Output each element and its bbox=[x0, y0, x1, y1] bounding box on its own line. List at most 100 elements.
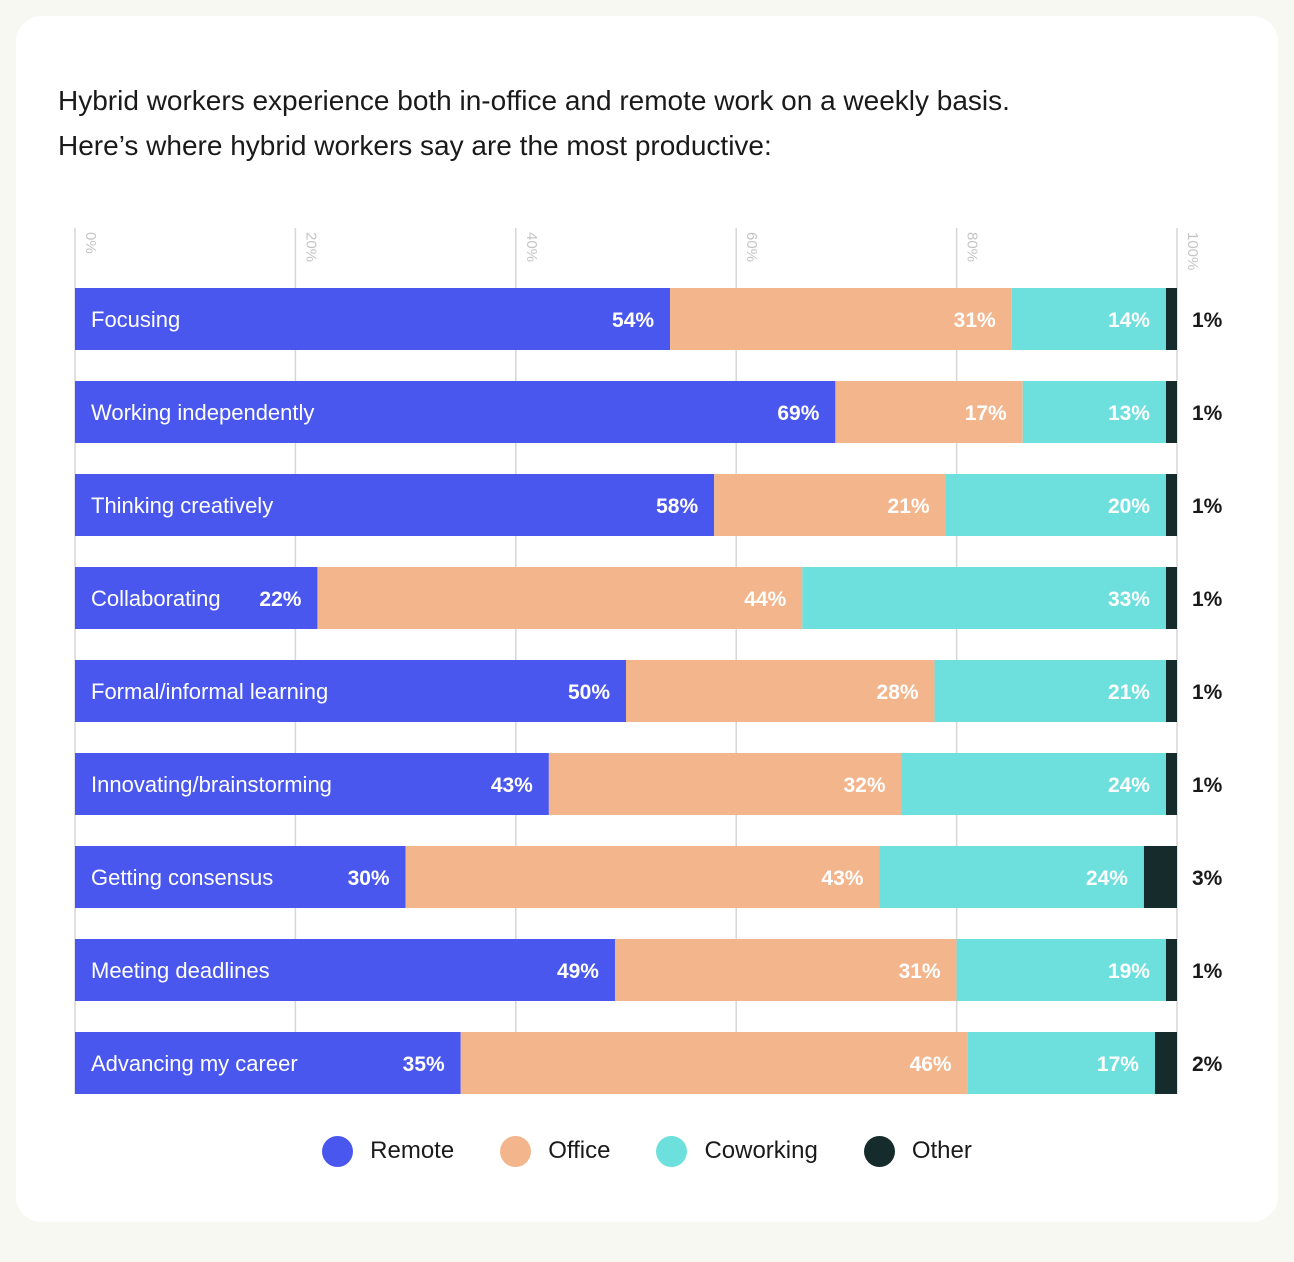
data-label-other: 3% bbox=[1192, 867, 1223, 890]
data-label-other: 1% bbox=[1192, 495, 1223, 518]
data-label-remote: 69% bbox=[777, 402, 819, 425]
bar-segment-other bbox=[1165, 381, 1177, 443]
data-label-coworking: 14% bbox=[1108, 309, 1150, 332]
bar-segment-office bbox=[317, 567, 803, 629]
x-tick-label: 80% bbox=[964, 232, 981, 262]
category-label: Formal/informal learning bbox=[91, 679, 328, 704]
legend-item-remote: Remote bbox=[322, 1135, 455, 1167]
bar-segment-coworking bbox=[901, 753, 1166, 815]
legend-item-office: Office bbox=[500, 1135, 611, 1167]
data-label-coworking: 21% bbox=[1108, 681, 1150, 704]
bar-segment-coworking bbox=[945, 474, 1166, 536]
stacked-bar-chart: 0% 20% 40% 60% 80% 100% 54% 31% 14% 1% Focusing 69%… bbox=[74, 228, 1223, 1094]
category-label: Getting consensus bbox=[91, 865, 273, 890]
data-label-other: 1% bbox=[1192, 402, 1223, 425]
bar-segment-other bbox=[1165, 939, 1177, 1001]
data-label-remote: 30% bbox=[348, 867, 390, 890]
bar-segment-coworking bbox=[1022, 381, 1166, 443]
bar-segment-other bbox=[1154, 1032, 1177, 1094]
legend-label-office: Office bbox=[548, 1137, 611, 1164]
data-label-other: 1% bbox=[1192, 774, 1223, 797]
data-label-office: 21% bbox=[888, 495, 930, 518]
bar-segment-office bbox=[614, 939, 957, 1001]
bar-segment-remote bbox=[75, 660, 626, 722]
bar-segment-coworking bbox=[1011, 288, 1166, 350]
bar-segment-other bbox=[1165, 474, 1177, 536]
data-label-office: 31% bbox=[899, 960, 941, 983]
data-label-remote: 22% bbox=[259, 588, 301, 611]
bar-segment-coworking bbox=[967, 1032, 1155, 1094]
data-label-coworking: 33% bbox=[1108, 588, 1150, 611]
bar-segment-coworking bbox=[934, 660, 1166, 722]
legend-swatch-other bbox=[863, 1135, 895, 1167]
legend-label-coworking: Coworking bbox=[704, 1137, 818, 1164]
chart-title-line-2: Here’s where hybrid workers say are the … bbox=[58, 130, 772, 161]
data-label-remote: 58% bbox=[656, 495, 698, 518]
bar-segment-other bbox=[1165, 753, 1177, 815]
data-label-coworking: 20% bbox=[1108, 495, 1150, 518]
bar-segment-remote bbox=[75, 846, 406, 908]
data-label-remote: 43% bbox=[491, 774, 533, 797]
data-label-office: 28% bbox=[877, 681, 919, 704]
bar-segment-office bbox=[714, 474, 946, 536]
data-label-office: 31% bbox=[954, 309, 996, 332]
data-label-office: 43% bbox=[821, 867, 863, 890]
bar-segment-remote bbox=[75, 753, 549, 815]
bar-segment-coworking bbox=[956, 939, 1166, 1001]
legend-swatch-remote bbox=[322, 1135, 354, 1167]
bar-segment-office bbox=[626, 660, 935, 722]
data-label-other: 1% bbox=[1192, 309, 1223, 332]
category-label: Focusing bbox=[91, 307, 180, 332]
data-label-other: 2% bbox=[1192, 1053, 1223, 1076]
bar-segment-office bbox=[548, 753, 902, 815]
data-label-other: 1% bbox=[1192, 960, 1223, 983]
bar-segment-remote bbox=[75, 1032, 461, 1094]
bar-segment-remote bbox=[75, 288, 671, 350]
chart-title-line-1: Hybrid workers experience both in-office… bbox=[58, 85, 1010, 116]
legend-swatch-coworking bbox=[656, 1135, 688, 1167]
x-tick-label: 40% bbox=[523, 232, 540, 262]
bar-segment-other bbox=[1165, 660, 1177, 722]
data-label-coworking: 13% bbox=[1108, 402, 1150, 425]
legend-swatch-office bbox=[500, 1135, 532, 1167]
bar-segment-office bbox=[835, 381, 1023, 443]
data-label-office: 46% bbox=[910, 1053, 952, 1076]
x-tick-label: 100% bbox=[1184, 232, 1201, 270]
x-tick-label: 20% bbox=[302, 232, 319, 262]
bar-segment-office bbox=[460, 1032, 968, 1094]
x-tick-label: 60% bbox=[743, 232, 760, 262]
data-label-office: 32% bbox=[843, 774, 885, 797]
legend-label-remote: Remote bbox=[370, 1137, 455, 1164]
data-label-remote: 54% bbox=[612, 309, 654, 332]
data-label-remote: 49% bbox=[557, 960, 599, 983]
data-label-office: 44% bbox=[744, 588, 786, 611]
category-label: Innovating/brainstorming bbox=[91, 772, 332, 797]
bar-segment-office bbox=[405, 846, 880, 908]
bar-segment-remote bbox=[75, 381, 836, 443]
category-label: Meeting deadlines bbox=[91, 958, 270, 983]
legend-item-other: Other bbox=[863, 1135, 972, 1167]
bar-segment-coworking bbox=[879, 846, 1144, 908]
category-label: Advancing my career bbox=[91, 1051, 298, 1076]
legend-item-coworking: Coworking bbox=[656, 1135, 818, 1167]
data-label-coworking: 24% bbox=[1108, 774, 1150, 797]
legend-label-other: Other bbox=[911, 1137, 972, 1164]
bar-segment-coworking bbox=[802, 567, 1166, 629]
bar-segment-office bbox=[670, 288, 1012, 350]
bar-segment-other bbox=[1143, 846, 1177, 908]
bar-segment-remote bbox=[75, 939, 615, 1001]
category-label: Working independently bbox=[91, 400, 314, 425]
x-tick-label: 0% bbox=[82, 232, 99, 254]
data-label-remote: 50% bbox=[568, 681, 610, 704]
data-label-office: 17% bbox=[965, 402, 1007, 425]
category-label: Thinking creatively bbox=[91, 493, 273, 518]
bar-segment-other bbox=[1165, 567, 1177, 629]
data-label-other: 1% bbox=[1192, 681, 1223, 704]
category-label: Collaborating bbox=[91, 586, 221, 611]
bar-segment-remote bbox=[75, 474, 715, 536]
legend: Remote Office Coworking Other bbox=[0, 1134, 1294, 1168]
data-label-remote: 35% bbox=[403, 1053, 445, 1076]
bar-segment-other bbox=[1165, 288, 1177, 350]
data-label-coworking: 24% bbox=[1086, 867, 1128, 890]
data-label-coworking: 19% bbox=[1108, 960, 1150, 983]
